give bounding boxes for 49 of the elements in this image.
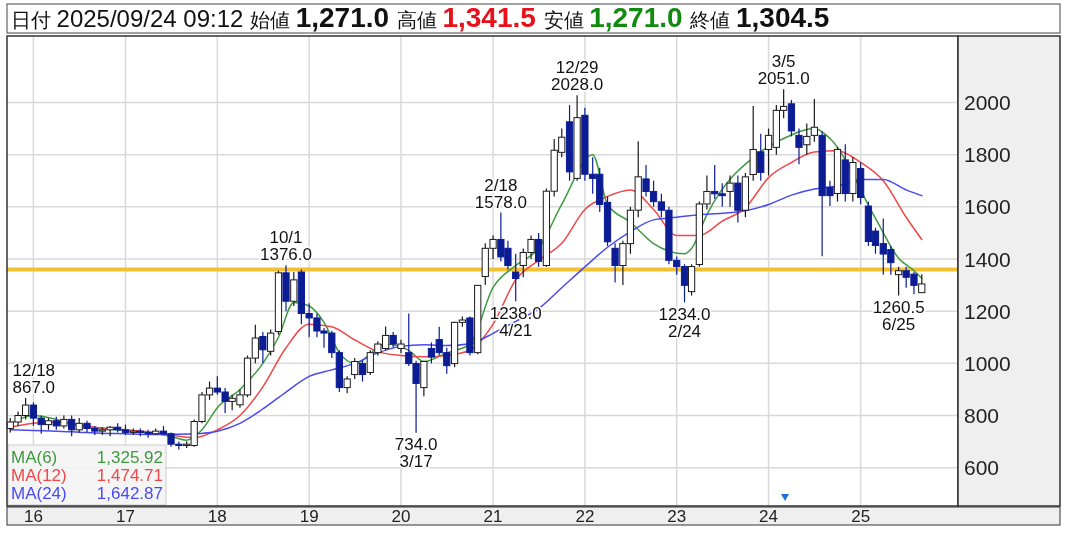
candlestick: [351, 357, 359, 380]
annotation: 1,642.87: [96, 483, 163, 503]
candlestick: [68, 414, 76, 437]
annotation: 1234.0 2/24: [658, 304, 711, 341]
annotation: 3/5 2051.0: [757, 52, 810, 89]
candlestick: [534, 232, 543, 268]
candlestick: [290, 271, 298, 307]
candlestick: [358, 360, 367, 383]
candlestick: [726, 174, 734, 208]
y-tick-label: 600: [964, 456, 1000, 480]
y-tick-label: 1000: [964, 351, 1011, 375]
annotation: 1,474.71: [96, 465, 163, 485]
annotation: 12/18 867.0: [12, 361, 56, 398]
y-tick-label: 2000: [964, 91, 1011, 115]
x-tick-label: 20: [391, 506, 411, 526]
y-tick-label: 1400: [964, 247, 1011, 271]
x-tick-label: 24: [759, 506, 779, 526]
candlestick: [795, 127, 803, 165]
annotation: 1,325.92: [96, 447, 163, 467]
text: MA(12): [11, 465, 67, 485]
candlestick: [757, 133, 765, 182]
annotation: 734.0 3/17: [394, 435, 438, 472]
series-label: MA(6): [11, 447, 58, 467]
x-tick-label: 18: [207, 506, 227, 526]
chart-title: 日付 2025/09/24 09:12 始値 1,271.0 高値 1,341.5 安値 1,271.0 終値 1,304.5: [11, 2, 830, 33]
x-tick-label: 19: [299, 506, 319, 526]
candlestick: [611, 242, 619, 284]
y-tick-label: 1200: [964, 299, 1011, 323]
x-tick-label: 23: [667, 506, 687, 526]
x-tick-label: 17: [116, 506, 135, 526]
x-tick-label: 22: [575, 506, 595, 526]
candlestick: [803, 122, 811, 156]
candlestick: [512, 253, 520, 302]
x-tick-label: 25: [851, 506, 871, 526]
y-tick-label: 1800: [964, 143, 1011, 167]
x-tick-label: 21: [483, 506, 503, 526]
y-tick-label: 1600: [964, 195, 1011, 219]
annotation: 10/1 1376.0: [260, 228, 313, 265]
candlestick: [895, 266, 903, 296]
candlestick: [810, 98, 818, 143]
candlestick: [267, 328, 275, 357]
annotation: 2/18 1578.0: [474, 175, 527, 212]
annotation: 1260.5 6/25: [872, 297, 925, 334]
annotation: 12/29 2028.0: [551, 58, 604, 95]
y-tick-label: 800: [964, 403, 1000, 427]
text: MA(24): [11, 483, 67, 503]
candlestick: [918, 273, 926, 294]
x-tick-label: 16: [23, 506, 43, 526]
candlestick: [259, 331, 267, 364]
